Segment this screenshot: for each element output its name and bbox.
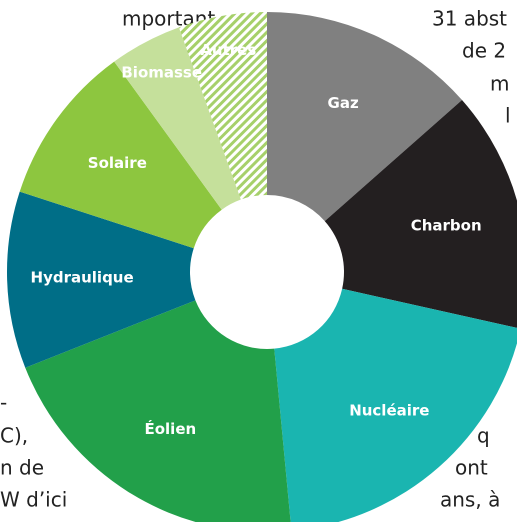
slice (274, 288, 517, 522)
slice-label: Gaz (328, 94, 359, 112)
slice-label: Charbon (411, 216, 482, 234)
slice (178, 12, 267, 200)
slice (267, 12, 463, 222)
body-text: l (505, 104, 511, 128)
body-text: C), (0, 424, 28, 448)
body-text: ans, à (440, 488, 500, 512)
slice-label: Autres (200, 41, 256, 59)
body-text: W d’ici (0, 488, 67, 512)
body-text: ont (455, 456, 488, 480)
body-text: n de (0, 456, 44, 480)
body-text: m (490, 72, 509, 96)
slice-label: Hydraulique (31, 268, 134, 286)
slice-label: Éolien (144, 419, 196, 438)
slice-label: Biomasse (121, 64, 202, 82)
slice-label: Nucléaire (349, 401, 429, 419)
slice (324, 100, 517, 328)
slice (7, 191, 196, 368)
body-text: 31 abst (432, 7, 507, 31)
slice (25, 300, 291, 522)
slice-label: Solaire (88, 154, 147, 172)
body-text: q (477, 424, 490, 448)
slice (19, 61, 222, 249)
slice (114, 27, 241, 210)
body-text: - (0, 391, 7, 415)
body-text: de 2 (462, 39, 506, 63)
